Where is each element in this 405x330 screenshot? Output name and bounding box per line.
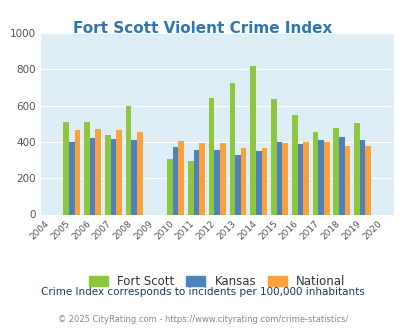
Bar [193, 150, 199, 214]
Bar [291, 115, 297, 214]
Bar [240, 148, 246, 214]
Bar [333, 128, 338, 214]
Bar [214, 150, 220, 214]
Bar [69, 142, 75, 214]
Bar [250, 66, 255, 214]
Bar [178, 141, 183, 214]
Bar [312, 132, 318, 214]
Bar [338, 137, 344, 214]
Bar [126, 106, 131, 214]
Bar [95, 129, 101, 214]
Bar [359, 140, 364, 214]
Bar [281, 143, 287, 214]
Bar [84, 122, 90, 214]
Bar [276, 142, 281, 214]
Bar [188, 161, 193, 214]
Bar [208, 98, 214, 214]
Bar [90, 138, 95, 214]
Bar [364, 146, 370, 214]
Bar [255, 150, 261, 214]
Text: Crime Index corresponds to incidents per 100,000 inhabitants: Crime Index corresponds to incidents per… [41, 287, 364, 297]
Text: © 2025 CityRating.com - https://www.cityrating.com/crime-statistics/: © 2025 CityRating.com - https://www.city… [58, 315, 347, 324]
Bar [173, 148, 178, 214]
Bar [104, 135, 110, 214]
Bar [131, 140, 136, 214]
Bar [199, 143, 205, 214]
Bar [354, 123, 359, 214]
Bar [261, 148, 266, 214]
Bar [303, 142, 308, 214]
Bar [116, 130, 121, 214]
Bar [220, 143, 225, 214]
Legend: Fort Scott, Kansas, National: Fort Scott, Kansas, National [89, 275, 345, 288]
Bar [75, 130, 80, 214]
Bar [229, 83, 234, 214]
Bar [318, 141, 323, 214]
Text: Fort Scott Violent Crime Index: Fort Scott Violent Crime Index [73, 21, 332, 36]
Bar [63, 122, 69, 214]
Bar [344, 146, 350, 214]
Bar [271, 99, 276, 214]
Bar [297, 144, 303, 214]
Bar [234, 154, 240, 214]
Bar [167, 159, 173, 214]
Bar [136, 132, 142, 214]
Bar [110, 139, 116, 214]
Bar [323, 143, 329, 214]
